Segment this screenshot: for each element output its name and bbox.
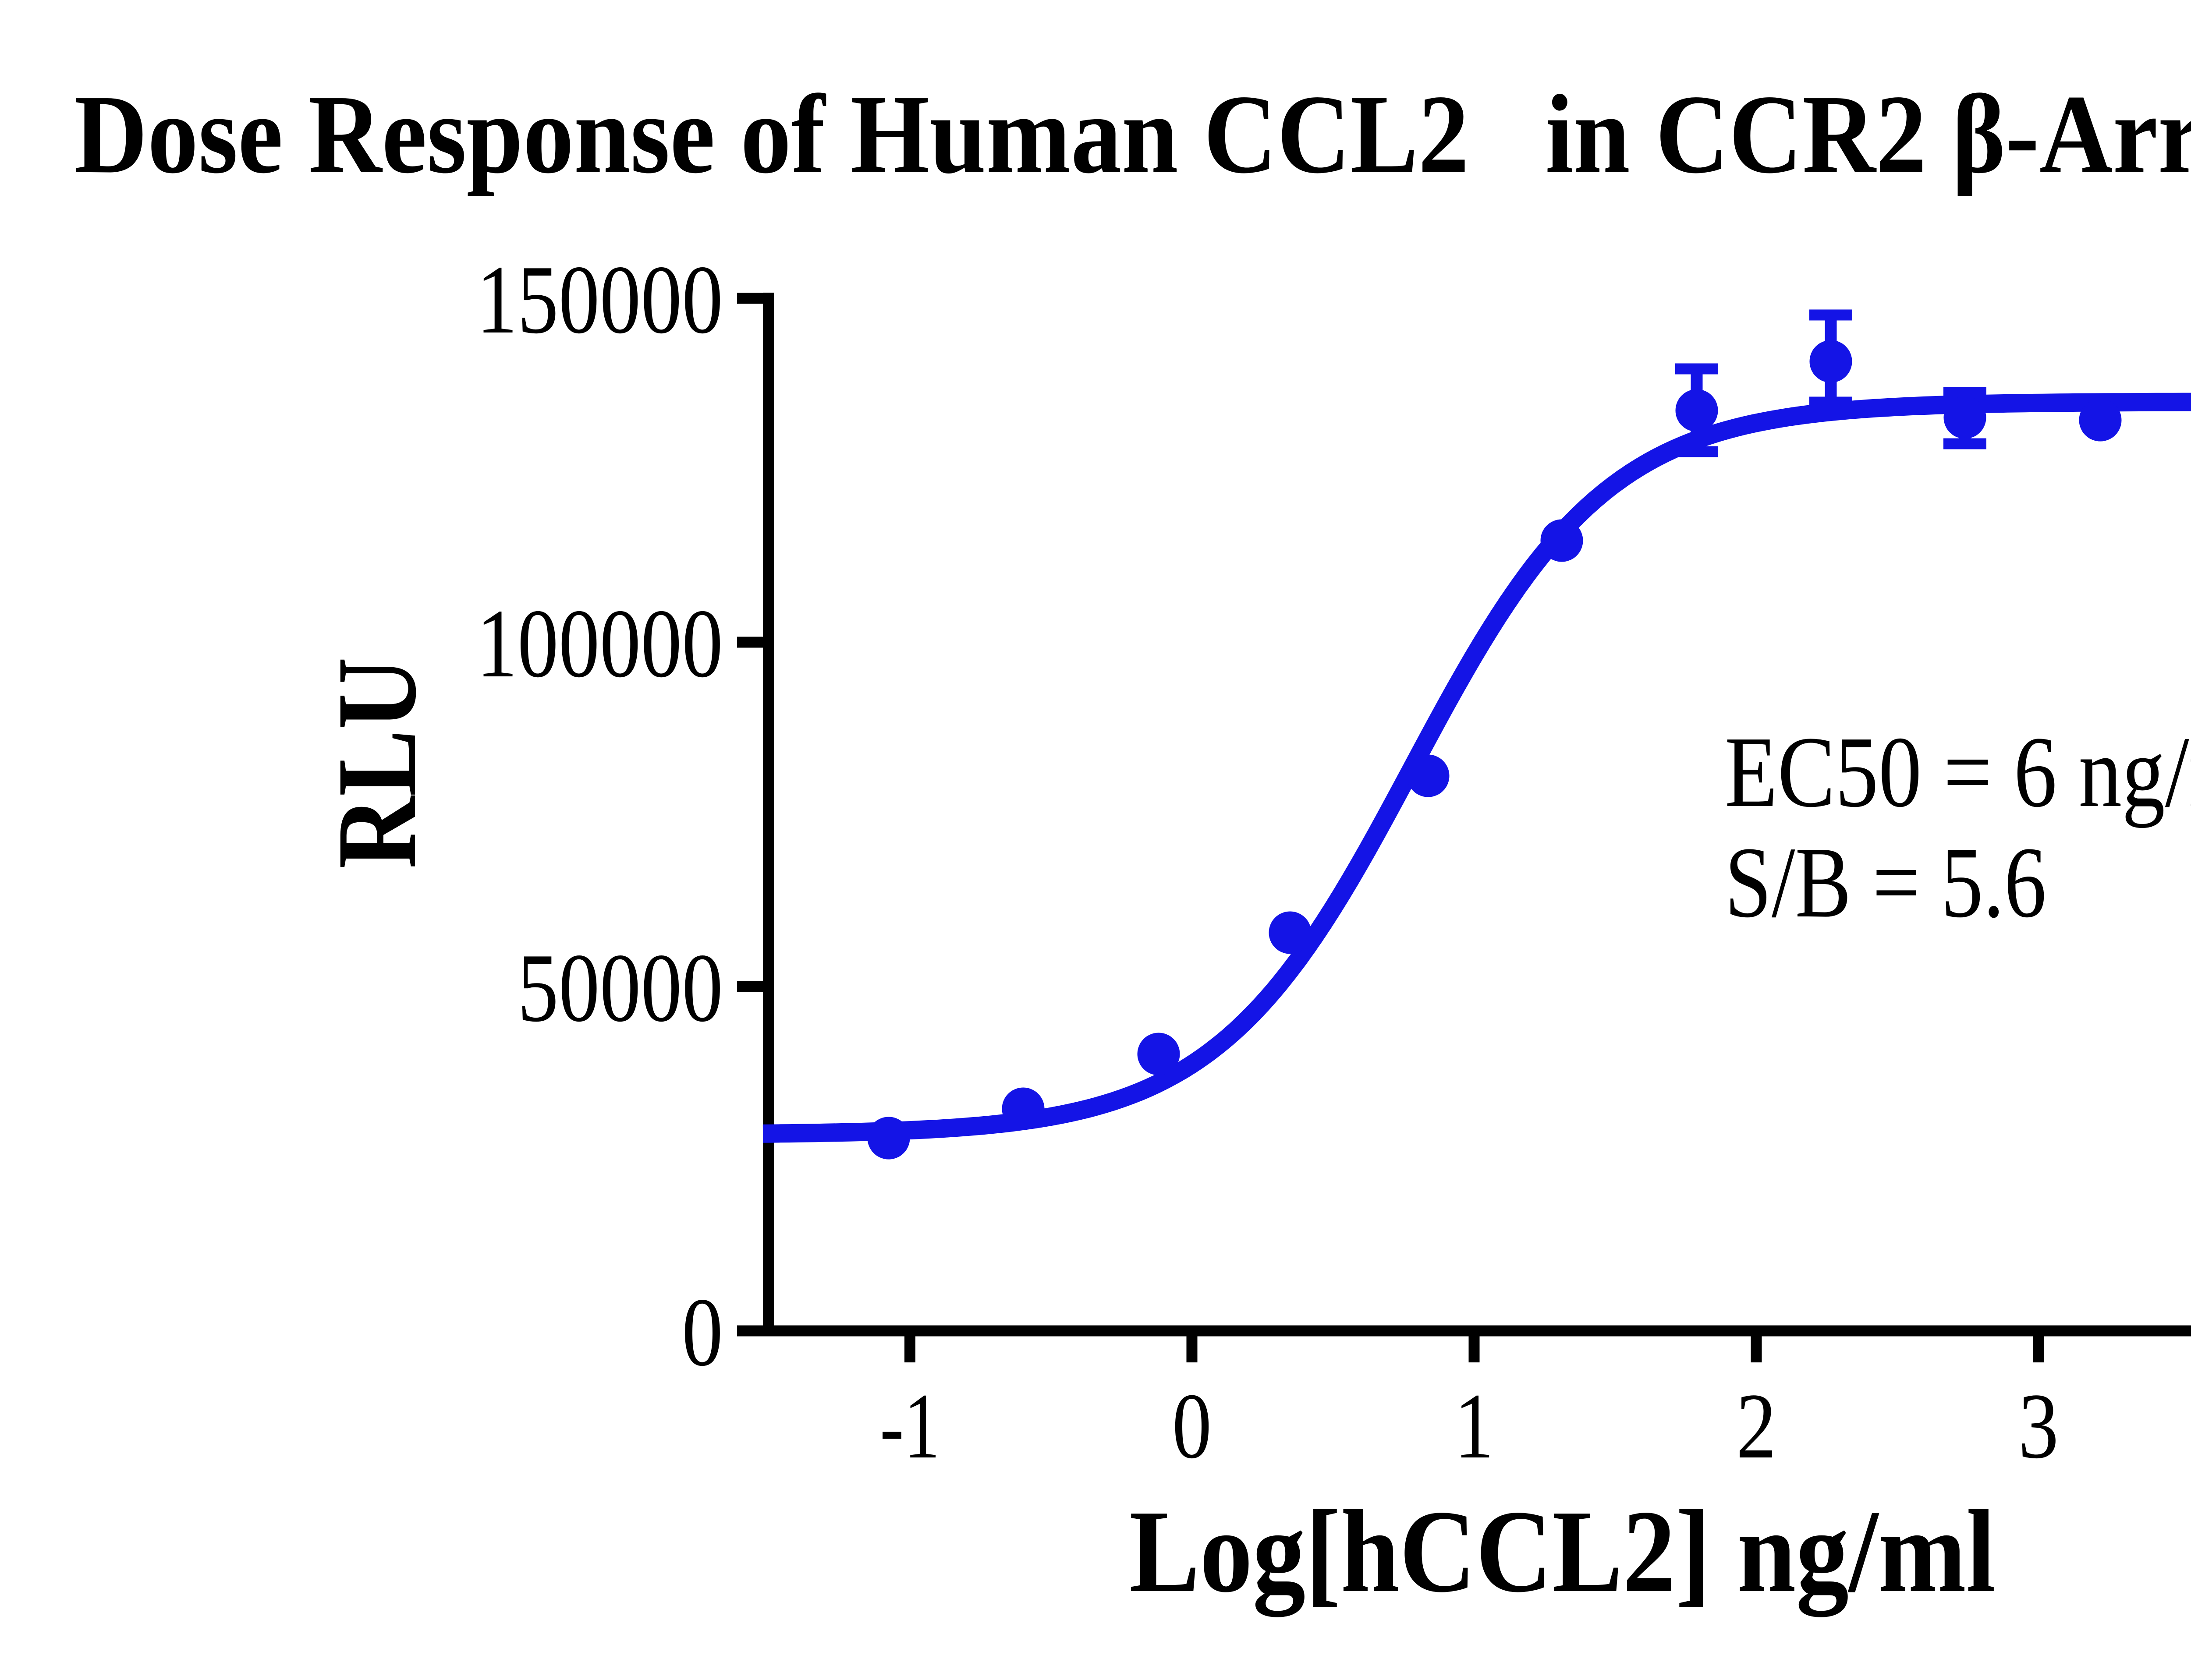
svg-text:S/B = 5.6: S/B = 5.6 [1725,826,2046,939]
svg-text:0: 0 [682,1278,723,1386]
svg-text:3: 3 [2018,1374,2059,1478]
svg-text:0: 0 [1172,1374,1212,1478]
svg-text:1: 1 [1454,1374,1494,1478]
svg-text:100000: 100000 [476,589,723,698]
svg-text:Dose Response of Human CCL2: Dose Response of Human CCL2 in CCR2 β-Ar… [74,71,2191,197]
svg-text:150000: 150000 [476,245,723,354]
svg-text:RLU: RLU [314,657,440,869]
svg-text:50000: 50000 [518,934,723,1042]
svg-text:-1: -1 [880,1374,940,1478]
svg-text:Log[hCCL2] ng/ml: Log[hCCL2] ng/ml [1129,1486,1996,1619]
svg-text:EC50 = 6 ng/ml: EC50 = 6 ng/ml [1725,716,2191,828]
svg-text:2: 2 [1736,1374,1776,1478]
